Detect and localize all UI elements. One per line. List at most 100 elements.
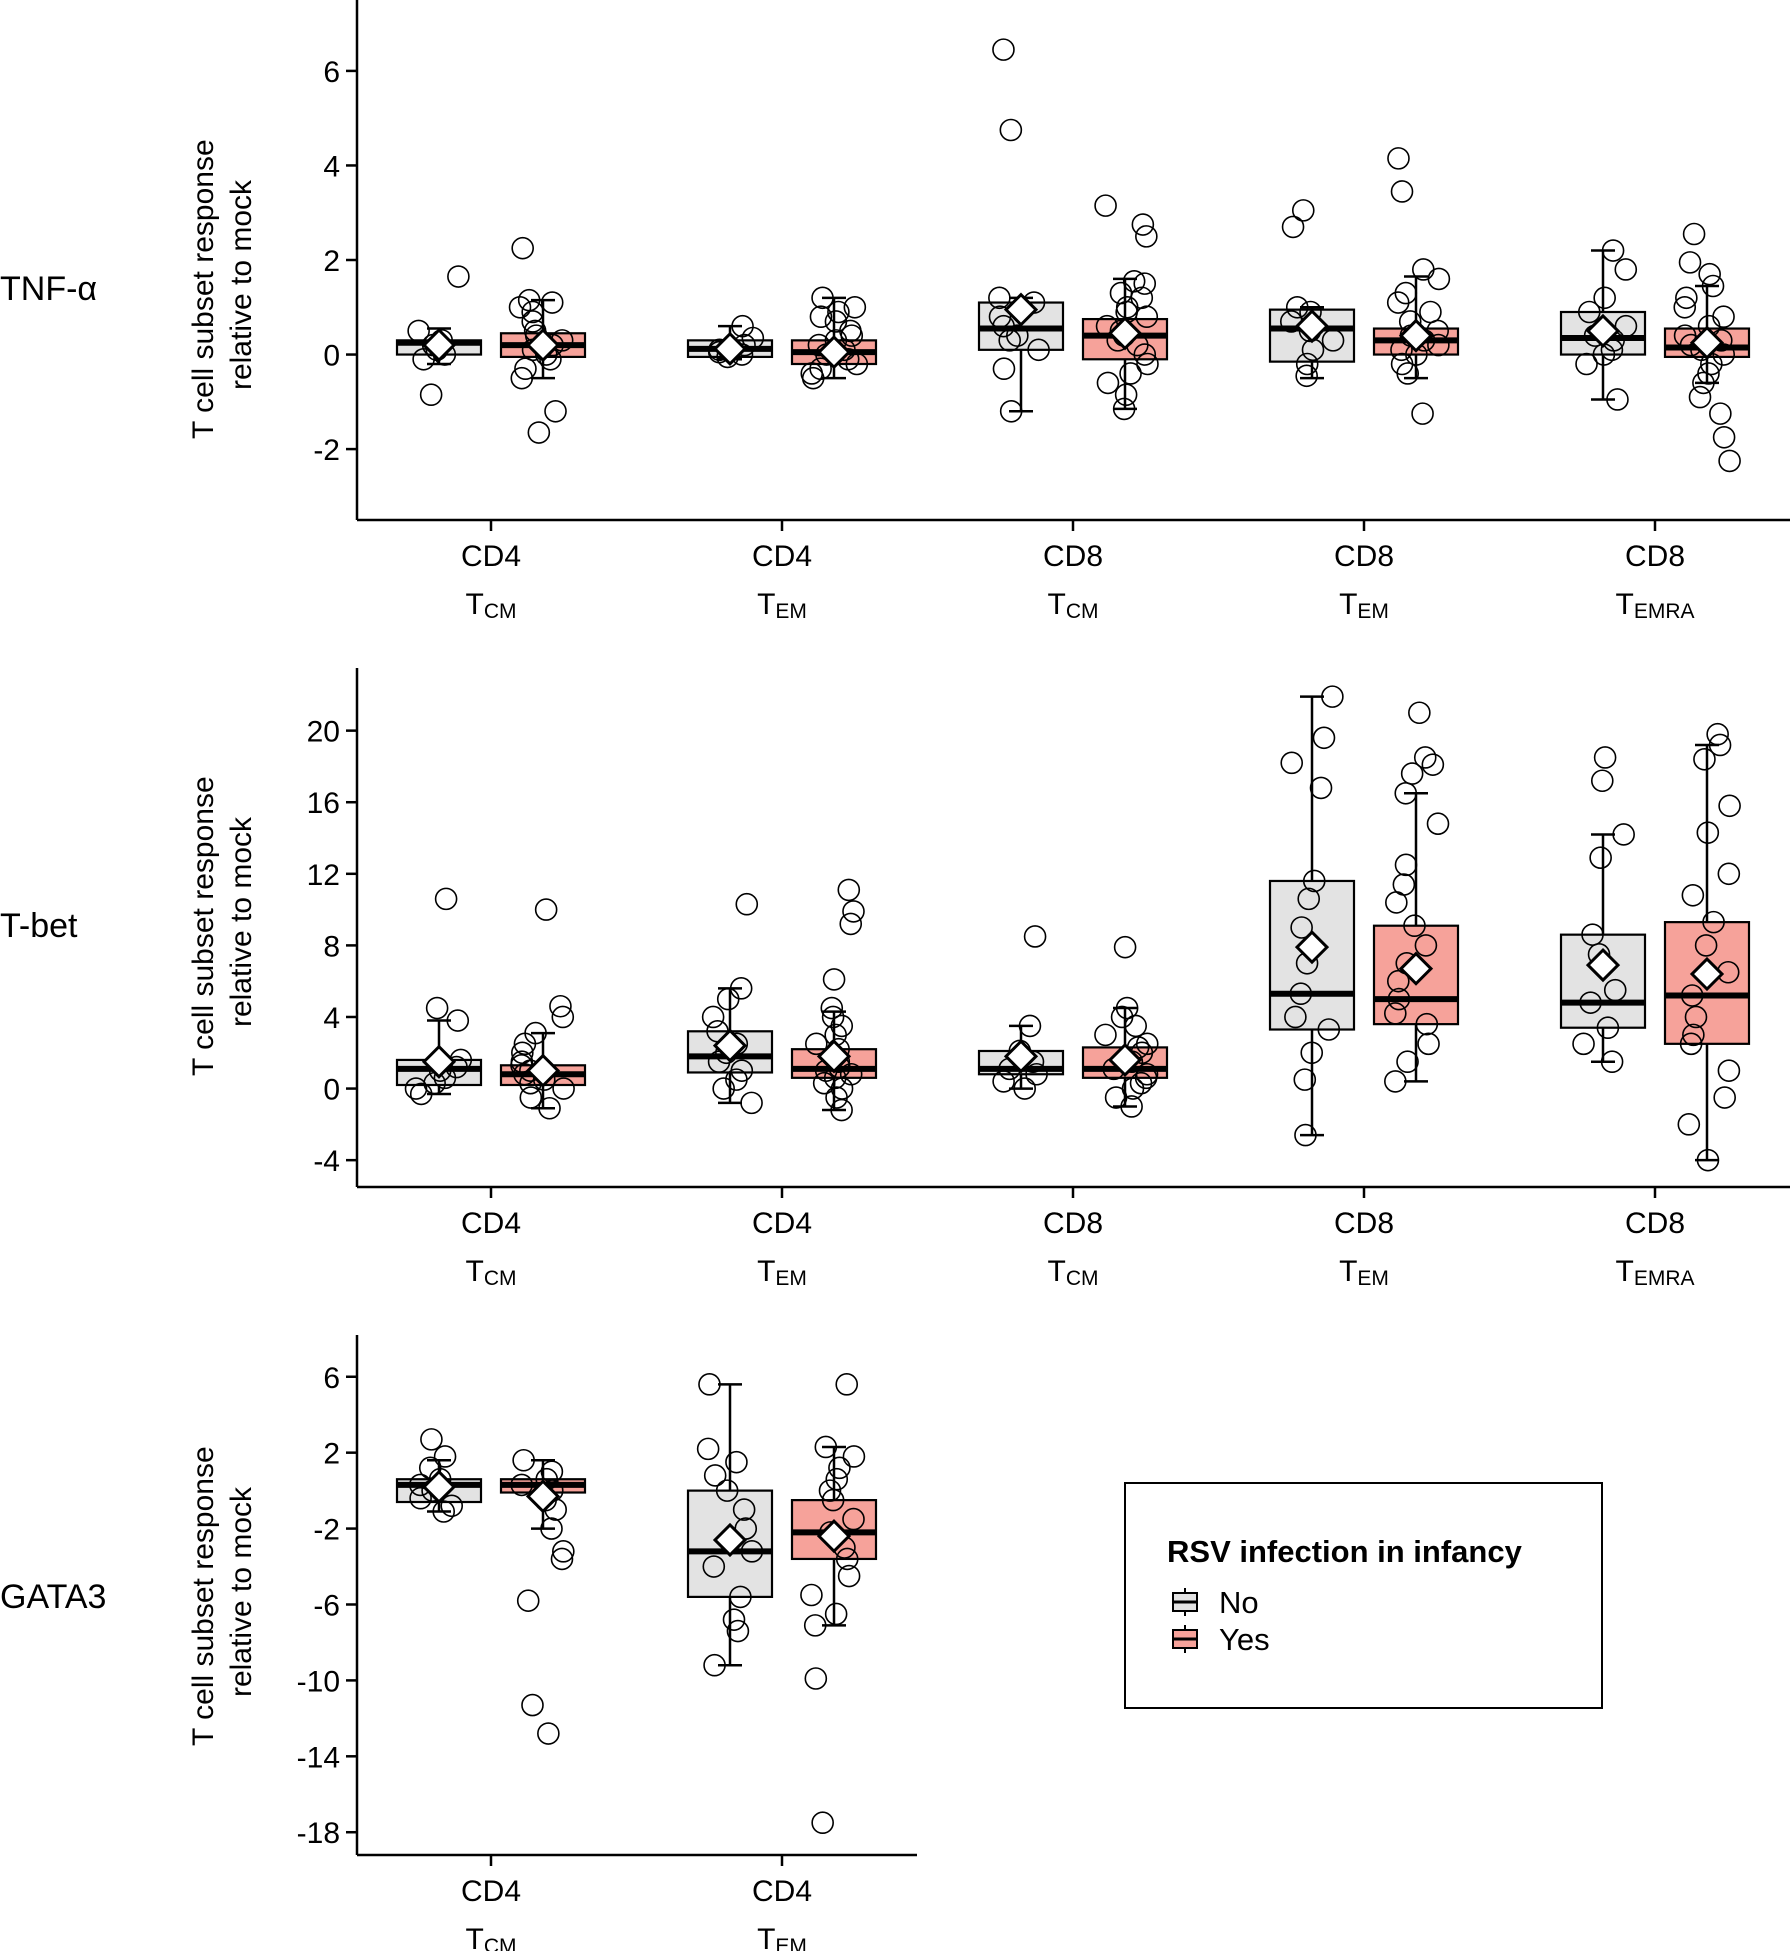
data-point-no xyxy=(998,329,1022,352)
data-point-no xyxy=(432,1500,456,1523)
data-point-yes xyxy=(1133,272,1157,295)
mean-marker-yes xyxy=(1689,956,1725,992)
data-point-no xyxy=(722,1608,746,1631)
data-point-yes xyxy=(552,1540,575,1563)
data-point-yes xyxy=(1701,274,1725,298)
data-point-no xyxy=(992,357,1016,381)
data-point-no xyxy=(1281,215,1305,239)
data-point-yes xyxy=(1390,180,1414,203)
y-tick-label: -14 xyxy=(297,1741,340,1774)
data-point-yes xyxy=(1384,1002,1407,1025)
mean-marker-no xyxy=(712,1522,748,1558)
data-point-no xyxy=(1612,823,1635,846)
data-point-no xyxy=(715,1479,739,1502)
data-point-yes xyxy=(1694,934,1718,957)
mean-marker-yes xyxy=(1107,316,1143,351)
x-tick-sublabel: TCM xyxy=(466,1923,517,1951)
data-point-yes xyxy=(1115,295,1139,319)
data-point-yes xyxy=(1400,762,1424,785)
y-tick-label: 20 xyxy=(307,716,340,749)
mean-marker-yes xyxy=(525,327,561,363)
data-point-no xyxy=(1300,1041,1324,1065)
data-point-no xyxy=(1317,1018,1341,1041)
mean-marker-no xyxy=(421,1469,457,1504)
data-point-yes xyxy=(1109,281,1133,305)
data-point-yes xyxy=(1394,781,1418,805)
x-tick-sublabel: TEM xyxy=(757,588,807,623)
data-point-no xyxy=(434,887,458,911)
data-point-yes xyxy=(1387,987,1411,1011)
data-point-yes xyxy=(825,1467,849,1491)
y-tick-label: -10 xyxy=(297,1665,340,1698)
mean-marker-no xyxy=(1003,292,1039,327)
data-point-yes xyxy=(845,352,869,376)
mean-marker-yes xyxy=(1107,1042,1143,1078)
data-point-yes xyxy=(818,1479,842,1502)
x-tick-label: CD4 xyxy=(752,540,812,573)
data-point-yes xyxy=(540,1460,564,1483)
data-point-yes xyxy=(1717,862,1741,886)
data-point-yes xyxy=(521,310,545,333)
data-point-no xyxy=(1027,338,1050,362)
data-point-no xyxy=(1596,1016,1620,1040)
mean-marker-no xyxy=(421,1044,457,1079)
x-tick-label: CD4 xyxy=(461,1875,521,1908)
mean-marker-yes xyxy=(1689,325,1725,360)
data-point-yes xyxy=(519,1086,543,1109)
data-point-no xyxy=(1614,314,1638,338)
data-point-no xyxy=(1321,329,1345,352)
data-point-yes xyxy=(1133,343,1157,366)
data-point-yes xyxy=(1709,402,1732,425)
data-point-yes xyxy=(1717,1059,1741,1082)
data-point-yes xyxy=(1684,1005,1708,1029)
mean-marker-yes xyxy=(525,1053,561,1088)
data-point-no xyxy=(420,1428,443,1451)
data-point-no xyxy=(1606,388,1629,411)
data-point-yes xyxy=(538,1096,561,1120)
mean-marker-no xyxy=(1003,1039,1039,1074)
data-point-no xyxy=(447,265,470,288)
data-point-yes xyxy=(1427,267,1451,291)
data-point-yes xyxy=(540,1517,563,1540)
data-point-no xyxy=(999,118,1023,142)
data-point-yes xyxy=(1411,402,1434,425)
data-point-yes xyxy=(534,898,558,921)
data-point-no xyxy=(1025,1062,1048,1086)
data-point-yes xyxy=(1712,343,1736,366)
data-point-no xyxy=(1289,982,1313,1006)
data-point-yes xyxy=(1712,425,1736,449)
legend-item-no: No xyxy=(1172,1585,1259,1620)
data-point-yes xyxy=(1114,383,1138,407)
y-tick-label: -2 xyxy=(313,1514,340,1547)
data-point-yes xyxy=(1692,371,1715,395)
x-tick-sublabel: TEM xyxy=(1339,588,1389,623)
data-point-no xyxy=(425,996,449,1020)
data-point-yes xyxy=(1708,733,1732,757)
x-tick-sublabel: TCM xyxy=(1048,588,1099,623)
data-point-yes xyxy=(839,912,863,936)
data-point-yes xyxy=(1387,147,1410,170)
legend-item-yes: Yes xyxy=(1172,1622,1270,1657)
data-point-no xyxy=(1018,1014,1042,1038)
legend-label-yes: Yes xyxy=(1219,1622,1270,1657)
x-tick-label: CD8 xyxy=(1043,1207,1103,1240)
data-point-yes xyxy=(1094,1023,1117,1047)
data-point-yes xyxy=(513,1032,537,1056)
mean-marker-no xyxy=(1585,947,1621,983)
data-point-no xyxy=(1309,776,1333,800)
data-point-yes xyxy=(1675,286,1698,310)
data-point-yes xyxy=(835,1547,859,1571)
y-tick-label: -18 xyxy=(297,1817,340,1850)
legend-frame xyxy=(1124,1482,1603,1709)
data-point-no xyxy=(433,1445,457,1468)
mean-marker-no xyxy=(712,331,748,366)
data-point-yes xyxy=(549,994,572,1018)
data-point-yes xyxy=(1390,338,1413,362)
data-point-no xyxy=(992,1070,1015,1093)
data-point-yes xyxy=(1415,1012,1439,1036)
data-point-no xyxy=(1572,1032,1595,1056)
data-point-yes xyxy=(1421,753,1445,776)
data-point-no xyxy=(419,383,443,407)
y-tick-label: 12 xyxy=(307,859,340,892)
data-point-yes xyxy=(550,1547,574,1571)
